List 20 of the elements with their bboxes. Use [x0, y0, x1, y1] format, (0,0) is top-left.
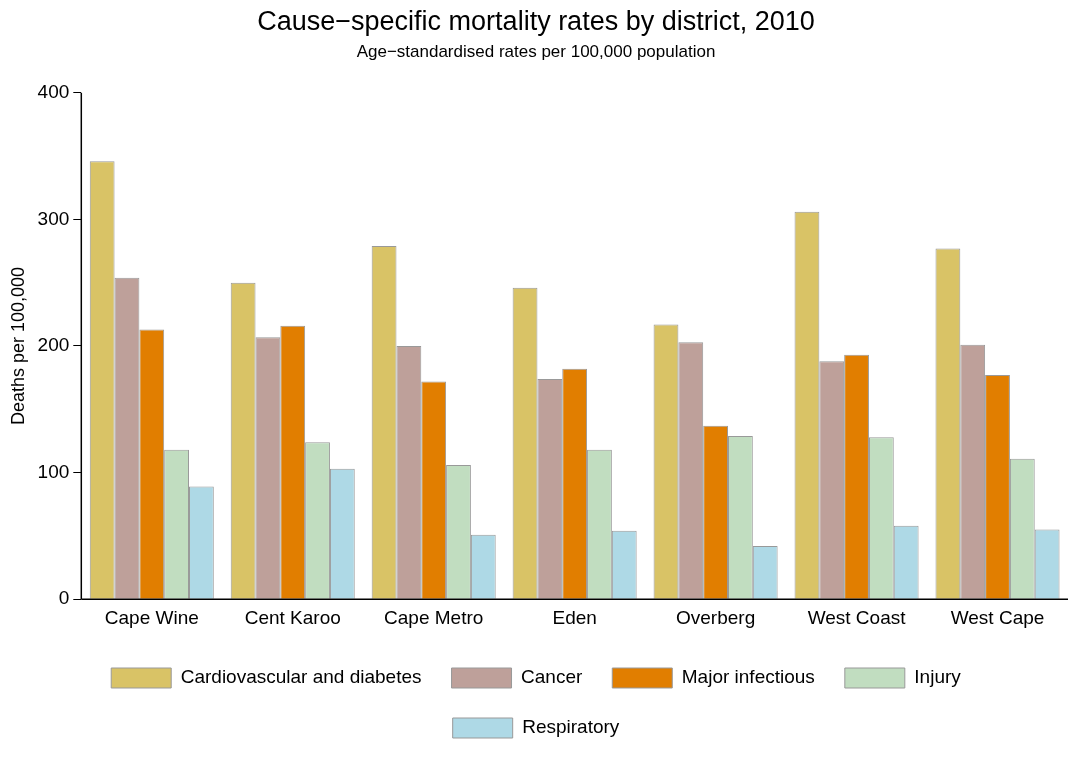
y-tick-label: 400: [37, 81, 70, 103]
x-tick-label: West Coast: [807, 606, 907, 628]
x-tick-label: Cent Karoo: [244, 606, 341, 628]
x-tick-label: Cape Wine: [104, 606, 199, 628]
legend-label: Cancer: [521, 666, 583, 688]
x-tick-label: Overberg: [676, 606, 756, 628]
x-tick-label: Cape Metro: [384, 606, 484, 628]
chart-subtitle: Age−standardised rates per 100,000 population: [356, 42, 716, 62]
legend-label: Injury: [914, 666, 962, 688]
legend-label: Cardiovascular and diabetes: [180, 666, 422, 688]
y-tick-label: 200: [37, 334, 70, 356]
chart-title: Cause−specific mortality rates by district, 2010: [257, 5, 815, 36]
y-tick-label: 0: [58, 587, 70, 609]
y-tick-label: 300: [37, 207, 70, 229]
x-tick-label: West Cape: [950, 606, 1045, 628]
y-tick-label: 100: [37, 460, 70, 482]
legend-label: Major infectious: [681, 666, 815, 688]
y-axis-title: Deaths per 100,000: [7, 266, 28, 426]
x-tick-label: Eden: [552, 606, 597, 628]
legend-label: Respiratory: [522, 716, 620, 738]
